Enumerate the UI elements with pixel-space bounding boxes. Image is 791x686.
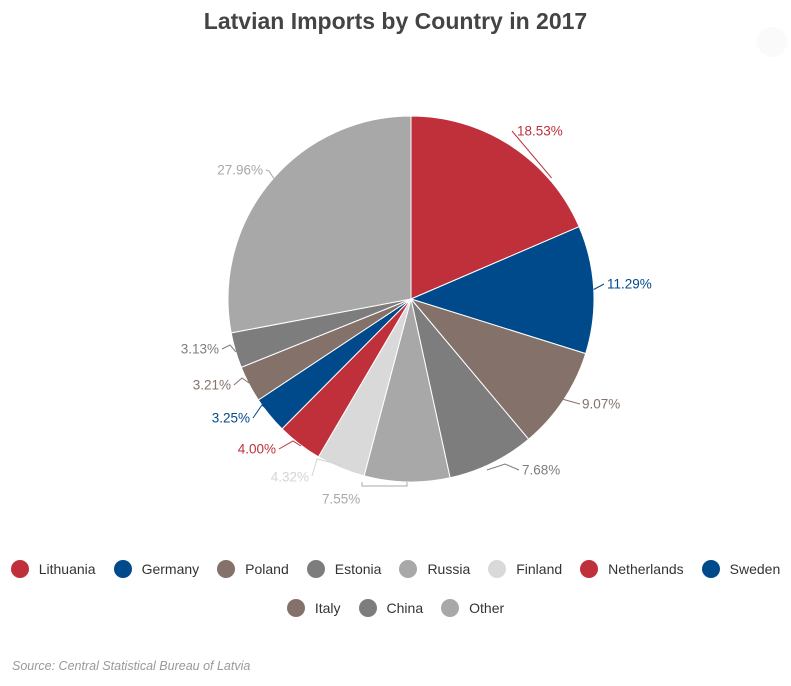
legend-marker (488, 560, 507, 578)
data-label-poland: 9.07% (582, 397, 620, 412)
connector-finland (311, 458, 342, 477)
legend-item-estonia[interactable]: Estonia (306, 560, 382, 578)
legend-marker (217, 560, 236, 578)
legend-item-germany[interactable]: Germany (113, 560, 200, 578)
legend-row: Italy China Other (0, 591, 791, 625)
legend-marker (10, 560, 29, 578)
legend-marker (441, 599, 460, 617)
legend-item-lithuania[interactable]: Lithuania (10, 560, 96, 578)
connector-italy (233, 377, 250, 386)
legend-label: Netherlands (608, 561, 684, 577)
connector-other (265, 169, 281, 189)
pie-slice-other[interactable] (227, 115, 412, 334)
legend-marker (701, 560, 720, 578)
source-note: Source: Central Statistical Bureau of La… (12, 659, 251, 673)
pie-slice-lithuania[interactable] (410, 115, 580, 300)
legend-marker (286, 599, 305, 617)
legend-row: Lithuania Germany Poland Estonia Russia Finla… (0, 552, 791, 586)
legend-marker (113, 560, 132, 578)
pie-chart: 18.53% 11.29% 9.07% 7.68% 7.55% 4.32% 4.00% 3.2… (181, 115, 652, 507)
connector-sweden (252, 404, 271, 419)
legend-item-other[interactable]: Other (441, 599, 504, 617)
legend-marker (399, 560, 418, 578)
legend-label: Germany (141, 561, 200, 577)
legend-label: Sweden (729, 561, 781, 577)
legend-item-netherlands[interactable]: Netherlands (580, 560, 684, 578)
connector-estonia (486, 463, 520, 471)
connector-china (221, 344, 237, 353)
data-label-other: 27.96% (217, 163, 263, 178)
data-labels: 18.53% 11.29% 9.07% 7.68% 7.55% 4.32% 4.00% 3.2… (181, 124, 652, 507)
legend-item-russia[interactable]: Russia (399, 560, 470, 578)
legend-label: China (386, 600, 424, 616)
legend-item-italy[interactable]: Italy (286, 599, 341, 617)
legend-label: Estonia (334, 561, 382, 577)
legend-marker (580, 560, 599, 578)
legend-item-sweden[interactable]: Sweden (701, 560, 781, 578)
pie-slices (227, 115, 595, 483)
legend-label: Other (469, 600, 505, 616)
chart-menu-button[interactable] (757, 27, 787, 57)
legend-marker (358, 599, 377, 617)
legend-item-china[interactable]: China (358, 599, 424, 617)
data-label-china: 3.13% (181, 342, 219, 357)
legend-item-finland[interactable]: Finland (488, 560, 562, 578)
pie-slice-poland[interactable] (409, 298, 587, 440)
connector-netherlands (278, 440, 302, 450)
data-label-estonia: 7.68% (522, 463, 560, 478)
data-label-sweden: 3.25% (212, 411, 250, 426)
chart-title: Latvian Imports by Country in 2017 (203, 8, 588, 34)
legend-item-poland[interactable]: Poland (217, 560, 289, 578)
data-label-germany: 11.29% (607, 277, 652, 292)
data-label-netherlands: 4.00% (238, 442, 276, 457)
data-label-italy: 3.21% (193, 378, 231, 393)
data-label-russia: 7.55% (322, 492, 360, 507)
legend-label: Lithuania (38, 561, 96, 577)
legend-marker (306, 560, 325, 578)
legend-label: Italy (314, 600, 341, 616)
data-label-lithuania: 18.53% (517, 124, 563, 139)
connector-germany (593, 283, 605, 290)
legend-label: Finland (516, 561, 563, 577)
connector-russia (361, 482, 408, 487)
connector-poland (557, 397, 581, 405)
label-connectors (221, 130, 605, 487)
data-label-finland: 4.32% (271, 470, 309, 485)
legend-label: Poland (245, 561, 289, 577)
legend: Lithuania Germany Poland Estonia Russia Finla… (0, 552, 791, 630)
legend-label: Russia (427, 561, 471, 577)
connector-lithuania (511, 130, 552, 179)
